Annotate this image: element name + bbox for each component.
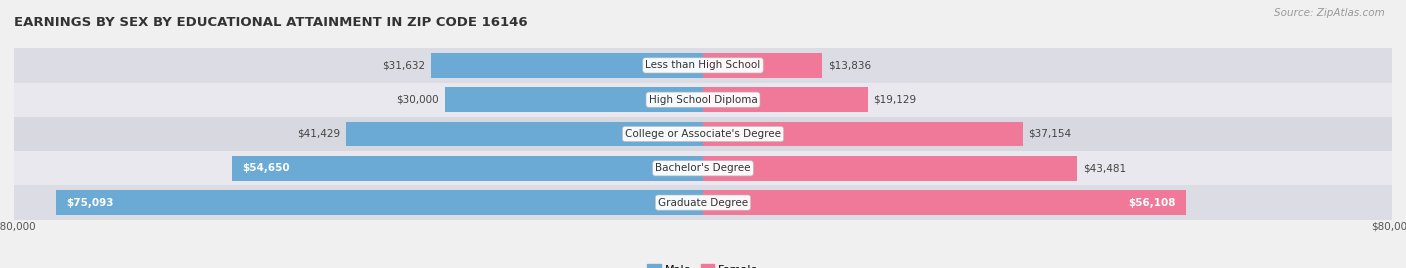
Text: $31,632: $31,632 bbox=[382, 60, 425, 70]
Text: $41,429: $41,429 bbox=[298, 129, 340, 139]
Bar bbox=[56, 190, 703, 215]
Text: Bachelor's Degree: Bachelor's Degree bbox=[655, 163, 751, 173]
Bar bbox=[703, 156, 1077, 181]
Bar bbox=[14, 117, 1392, 151]
Text: $54,650: $54,650 bbox=[243, 163, 290, 173]
Text: Graduate Degree: Graduate Degree bbox=[658, 198, 748, 208]
Text: $43,481: $43,481 bbox=[1083, 163, 1126, 173]
Bar bbox=[346, 122, 703, 146]
Text: High School Diploma: High School Diploma bbox=[648, 95, 758, 105]
Bar bbox=[232, 156, 703, 181]
Text: $19,129: $19,129 bbox=[873, 95, 917, 105]
Bar bbox=[444, 87, 703, 112]
Text: $37,154: $37,154 bbox=[1028, 129, 1071, 139]
Legend: Male, Female: Male, Female bbox=[643, 260, 763, 268]
Bar bbox=[14, 151, 1392, 185]
Text: $13,836: $13,836 bbox=[828, 60, 870, 70]
Bar bbox=[430, 53, 703, 78]
Bar bbox=[14, 48, 1392, 83]
Bar bbox=[14, 83, 1392, 117]
Text: College or Associate's Degree: College or Associate's Degree bbox=[626, 129, 780, 139]
Text: EARNINGS BY SEX BY EDUCATIONAL ATTAINMENT IN ZIP CODE 16146: EARNINGS BY SEX BY EDUCATIONAL ATTAINMEN… bbox=[14, 16, 527, 29]
Bar bbox=[703, 190, 1187, 215]
Bar bbox=[703, 53, 823, 78]
Text: Source: ZipAtlas.com: Source: ZipAtlas.com bbox=[1274, 8, 1385, 18]
Bar bbox=[703, 122, 1024, 146]
Bar bbox=[14, 185, 1392, 220]
Text: $75,093: $75,093 bbox=[66, 198, 114, 208]
Text: $30,000: $30,000 bbox=[396, 95, 439, 105]
Bar bbox=[703, 87, 868, 112]
Text: Less than High School: Less than High School bbox=[645, 60, 761, 70]
Text: $56,108: $56,108 bbox=[1129, 198, 1175, 208]
